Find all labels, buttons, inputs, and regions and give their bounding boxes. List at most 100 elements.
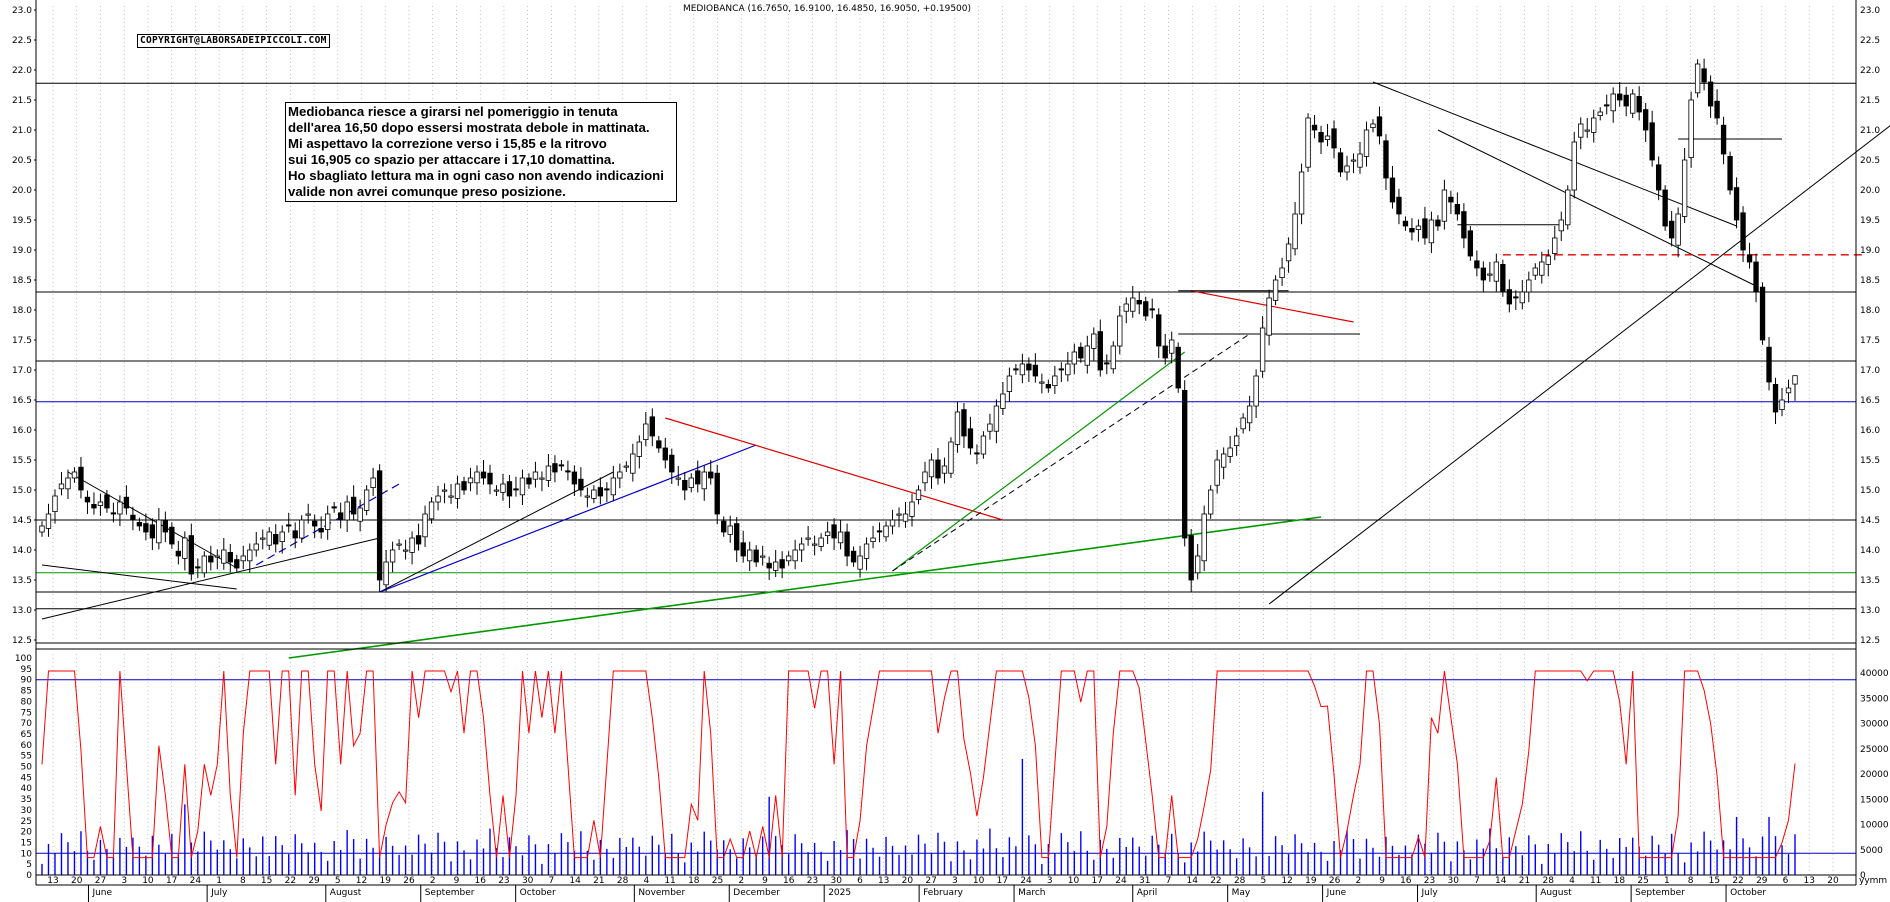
x-tick-label: 2 <box>1355 876 1361 886</box>
candle-body <box>591 489 597 499</box>
x-month-label: 2025 <box>828 888 851 898</box>
candle-body <box>545 465 552 481</box>
x-tick-label: 27 <box>95 876 106 886</box>
candle-body <box>1240 417 1246 430</box>
vol-tick-label: 30000 <box>1860 720 1889 730</box>
candle-body <box>513 488 519 491</box>
x-tick-label: 9 <box>454 876 460 886</box>
candle-body <box>1013 368 1019 371</box>
x-tick-label: 2 <box>430 876 436 886</box>
candle-body <box>1617 93 1623 101</box>
y-tick-label: 14.5 <box>1860 516 1880 526</box>
candlesticks <box>39 58 1798 592</box>
candle-body <box>805 537 811 540</box>
candle-body <box>876 530 883 533</box>
x-tick-label: 22 <box>1732 876 1743 886</box>
y-tick-label: 20.0 <box>12 186 32 196</box>
comment-line: dell'area 16,50 dopo essersi mostrata de… <box>288 120 650 135</box>
candle-body <box>649 416 655 437</box>
candle-body <box>1422 218 1428 239</box>
candle-body <box>1156 314 1162 347</box>
candle-body <box>714 472 720 515</box>
x-tick-label: 18 <box>1614 876 1626 886</box>
candle-body <box>480 471 487 479</box>
candle-body <box>247 549 253 562</box>
candle-body <box>1292 213 1298 250</box>
vol-tick-label: 0 <box>1860 871 1866 881</box>
copyright-label: COPYRIGHT@LABORSADEIPICCOLI.COM <box>137 34 330 48</box>
candle-body <box>1727 155 1733 191</box>
candle-body <box>961 409 967 437</box>
candle-body <box>156 519 162 544</box>
y-tick-label: 16.0 <box>12 426 32 436</box>
x-tick-label: 26 <box>403 876 415 886</box>
x-tick-label: 5 <box>1261 876 1267 886</box>
y-tick-label: 19.5 <box>12 216 32 226</box>
candle-body <box>1279 267 1285 279</box>
y-tick-label: 19.0 <box>12 246 32 256</box>
x-tick-label: 15 <box>261 876 272 886</box>
candle-body <box>1441 189 1448 222</box>
candle-body <box>1402 220 1409 227</box>
candle-body <box>740 542 746 557</box>
x-tick-label: 20 <box>902 876 914 886</box>
comment-box: Mediobanca riesce a girarsi nel pomerigg… <box>285 102 677 202</box>
candle-body <box>519 477 526 496</box>
candle-body <box>363 489 370 511</box>
candle-body <box>201 555 207 574</box>
x-month-label: July <box>210 888 228 898</box>
candle-body <box>1370 123 1376 128</box>
x-month-label: March <box>1018 888 1045 898</box>
x-tick-label: 5 <box>335 876 341 886</box>
x-tick-label: 30 <box>522 876 534 886</box>
candle-body <box>1162 345 1168 359</box>
candle-body <box>1130 297 1136 312</box>
x-tick-label: 31 <box>1139 876 1150 886</box>
candle-body <box>331 506 337 509</box>
candle-body <box>857 555 863 570</box>
candle-body <box>922 471 928 484</box>
candle-body <box>325 513 331 531</box>
x-month-label: August <box>330 888 362 898</box>
y-tick-label: 14.0 <box>12 546 32 556</box>
candle-body <box>954 411 961 445</box>
candle-body <box>902 513 909 522</box>
y-tick-label: 13.5 <box>1860 576 1880 586</box>
candle-body <box>532 471 539 480</box>
candle-body <box>571 471 578 485</box>
y-tick-label: 19.0 <box>1860 246 1880 256</box>
candle-body <box>636 441 642 457</box>
candle-body <box>1324 135 1331 140</box>
candle-body <box>1220 453 1227 468</box>
x-tick-label: 23 <box>807 876 818 886</box>
oscillator <box>36 670 1856 859</box>
candle-body <box>441 489 448 492</box>
x-tick-label: 24 <box>190 876 202 886</box>
osc-tick-label: 50 <box>21 763 33 773</box>
candle-body <box>863 543 870 559</box>
x-tick-label: 4 <box>643 876 649 886</box>
candle-body <box>727 525 733 535</box>
candle-body <box>409 537 415 553</box>
candle-body <box>1357 153 1363 168</box>
candle-body <box>1175 346 1181 389</box>
candle-body <box>1493 261 1500 282</box>
candle-body <box>91 503 97 509</box>
candle-body <box>760 555 766 558</box>
candle-body <box>1759 286 1766 341</box>
osc-tick-label: 45 <box>21 773 32 783</box>
candle-body <box>1552 237 1558 255</box>
candle-body <box>1733 187 1740 221</box>
candle-body <box>279 531 285 543</box>
candle-body <box>1506 289 1512 305</box>
candle-body <box>1110 345 1116 370</box>
axes: 13 20 27 3 10 17 24 1 8 15 22 29 5 12 19 26 2 9 16 23 30 7 14 2… <box>12 0 1889 902</box>
candle-body <box>597 487 604 497</box>
x-tick-label: 8 <box>1688 876 1694 886</box>
y-tick-label: 20.0 <box>1860 186 1880 196</box>
candle-body <box>52 495 58 513</box>
candle-body <box>844 531 850 557</box>
candle-body <box>1448 196 1454 203</box>
candle-body <box>1207 489 1214 515</box>
candle-body <box>435 495 441 503</box>
